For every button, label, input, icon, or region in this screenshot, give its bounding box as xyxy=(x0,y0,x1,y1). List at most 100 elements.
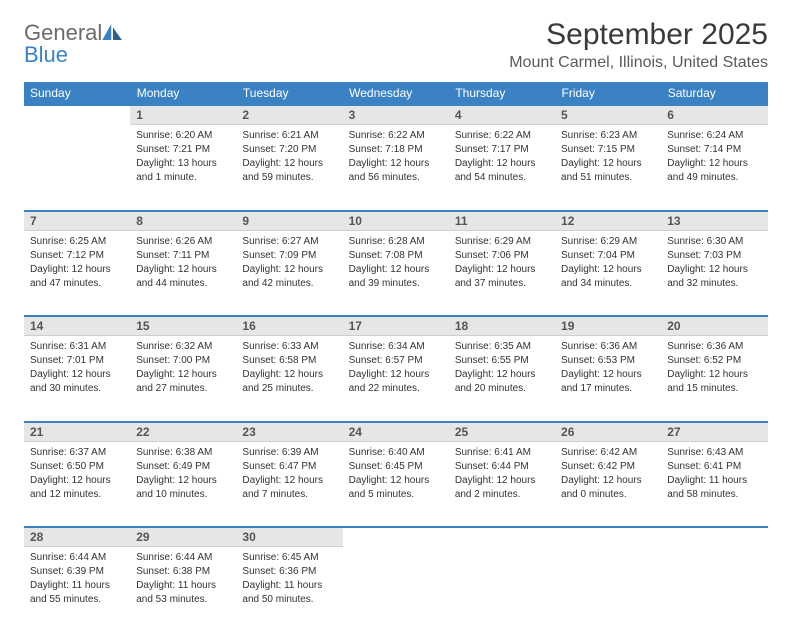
sunset-line: Sunset: 6:36 PM xyxy=(242,565,336,579)
day-number: 11 xyxy=(449,211,555,231)
sunrise-line: Sunrise: 6:32 AM xyxy=(136,340,230,354)
daylight-line: Daylight: 12 hours and 15 minutes. xyxy=(667,368,761,396)
daylight-line: Daylight: 12 hours and 22 minutes. xyxy=(349,368,443,396)
day-cell: Sunrise: 6:27 AMSunset: 7:09 PMDaylight:… xyxy=(236,230,342,316)
day-number xyxy=(343,527,449,547)
daylight-line: Daylight: 12 hours and 7 minutes. xyxy=(242,474,336,502)
day-cell: Sunrise: 6:33 AMSunset: 6:58 PMDaylight:… xyxy=(236,336,342,422)
sunrise-line: Sunrise: 6:43 AM xyxy=(667,446,761,460)
day-number-row: 21222324252627 xyxy=(24,422,768,442)
sunset-line: Sunset: 7:04 PM xyxy=(561,249,655,263)
day-cell: Sunrise: 6:22 AMSunset: 7:17 PMDaylight:… xyxy=(449,125,555,211)
title-block: September 2025 Mount Carmel, Illinois, U… xyxy=(509,18,768,72)
day-cell: Sunrise: 6:44 AMSunset: 6:39 PMDaylight:… xyxy=(24,547,130,633)
sunset-line: Sunset: 6:50 PM xyxy=(30,460,124,474)
sunrise-line: Sunrise: 6:24 AM xyxy=(667,129,761,143)
day-header: Thursday xyxy=(449,82,555,105)
day-number xyxy=(449,527,555,547)
day-cell: Sunrise: 6:42 AMSunset: 6:42 PMDaylight:… xyxy=(555,441,661,527)
day-cell: Sunrise: 6:20 AMSunset: 7:21 PMDaylight:… xyxy=(130,125,236,211)
day-cell: Sunrise: 6:40 AMSunset: 6:45 PMDaylight:… xyxy=(343,441,449,527)
sunset-line: Sunset: 7:01 PM xyxy=(30,354,124,368)
day-cell: Sunrise: 6:24 AMSunset: 7:14 PMDaylight:… xyxy=(661,125,767,211)
sunrise-line: Sunrise: 6:36 AM xyxy=(667,340,761,354)
day-number: 25 xyxy=(449,422,555,442)
day-header: Sunday xyxy=(24,82,130,105)
day-number: 20 xyxy=(661,316,767,336)
day-number: 7 xyxy=(24,211,130,231)
daylight-line: Daylight: 12 hours and 20 minutes. xyxy=(455,368,549,396)
sunrise-line: Sunrise: 6:22 AM xyxy=(349,129,443,143)
sunset-line: Sunset: 6:38 PM xyxy=(136,565,230,579)
day-cell: Sunrise: 6:31 AMSunset: 7:01 PMDaylight:… xyxy=(24,336,130,422)
day-cell: Sunrise: 6:43 AMSunset: 6:41 PMDaylight:… xyxy=(661,441,767,527)
daylight-line: Daylight: 11 hours and 50 minutes. xyxy=(242,579,336,607)
day-header: Saturday xyxy=(661,82,767,105)
sunset-line: Sunset: 7:17 PM xyxy=(455,143,549,157)
sunrise-line: Sunrise: 6:42 AM xyxy=(561,446,655,460)
daylight-line: Daylight: 12 hours and 54 minutes. xyxy=(455,157,549,185)
month-title: September 2025 xyxy=(509,18,768,52)
sunset-line: Sunset: 6:53 PM xyxy=(561,354,655,368)
sunset-line: Sunset: 7:18 PM xyxy=(349,143,443,157)
daylight-line: Daylight: 12 hours and 10 minutes. xyxy=(136,474,230,502)
day-cell: Sunrise: 6:29 AMSunset: 7:06 PMDaylight:… xyxy=(449,230,555,316)
day-number: 18 xyxy=(449,316,555,336)
day-cell: Sunrise: 6:30 AMSunset: 7:03 PMDaylight:… xyxy=(661,230,767,316)
sunrise-line: Sunrise: 6:44 AM xyxy=(136,551,230,565)
sunrise-line: Sunrise: 6:27 AM xyxy=(242,235,336,249)
day-number: 24 xyxy=(343,422,449,442)
sunrise-line: Sunrise: 6:44 AM xyxy=(30,551,124,565)
sunset-line: Sunset: 6:45 PM xyxy=(349,460,443,474)
sunrise-line: Sunrise: 6:31 AM xyxy=(30,340,124,354)
day-number-row: 78910111213 xyxy=(24,211,768,231)
header: General Blue September 2025 Mount Carmel… xyxy=(24,18,768,72)
day-cell: Sunrise: 6:41 AMSunset: 6:44 PMDaylight:… xyxy=(449,441,555,527)
day-number: 9 xyxy=(236,211,342,231)
daylight-line: Daylight: 12 hours and 42 minutes. xyxy=(242,263,336,291)
sunrise-line: Sunrise: 6:36 AM xyxy=(561,340,655,354)
sunset-line: Sunset: 7:06 PM xyxy=(455,249,549,263)
day-number: 23 xyxy=(236,422,342,442)
day-cell: Sunrise: 6:38 AMSunset: 6:49 PMDaylight:… xyxy=(130,441,236,527)
day-number: 30 xyxy=(236,527,342,547)
daylight-line: Daylight: 12 hours and 17 minutes. xyxy=(561,368,655,396)
sunset-line: Sunset: 7:15 PM xyxy=(561,143,655,157)
sunrise-line: Sunrise: 6:25 AM xyxy=(30,235,124,249)
sunrise-line: Sunrise: 6:39 AM xyxy=(242,446,336,460)
sunset-line: Sunset: 7:03 PM xyxy=(667,249,761,263)
sunset-line: Sunset: 6:42 PM xyxy=(561,460,655,474)
sunrise-line: Sunrise: 6:29 AM xyxy=(455,235,549,249)
daylight-line: Daylight: 11 hours and 53 minutes. xyxy=(136,579,230,607)
day-cell: Sunrise: 6:36 AMSunset: 6:53 PMDaylight:… xyxy=(555,336,661,422)
sunset-line: Sunset: 7:21 PM xyxy=(136,143,230,157)
sunset-line: Sunset: 6:55 PM xyxy=(455,354,549,368)
day-cell: Sunrise: 6:44 AMSunset: 6:38 PMDaylight:… xyxy=(130,547,236,633)
day-number: 13 xyxy=(661,211,767,231)
daylight-line: Daylight: 12 hours and 37 minutes. xyxy=(455,263,549,291)
daylight-line: Daylight: 12 hours and 32 minutes. xyxy=(667,263,761,291)
day-cell: Sunrise: 6:45 AMSunset: 6:36 PMDaylight:… xyxy=(236,547,342,633)
sunset-line: Sunset: 7:09 PM xyxy=(242,249,336,263)
day-header: Monday xyxy=(130,82,236,105)
day-number xyxy=(661,527,767,547)
logo-word2: Blue xyxy=(24,42,68,67)
day-number: 16 xyxy=(236,316,342,336)
day-number xyxy=(555,527,661,547)
logo-sail-icon xyxy=(102,24,124,40)
day-content-row: Sunrise: 6:20 AMSunset: 7:21 PMDaylight:… xyxy=(24,125,768,211)
day-cell: Sunrise: 6:39 AMSunset: 6:47 PMDaylight:… xyxy=(236,441,342,527)
day-number: 15 xyxy=(130,316,236,336)
day-header-row: SundayMondayTuesdayWednesdayThursdayFrid… xyxy=(24,82,768,105)
sunset-line: Sunset: 7:00 PM xyxy=(136,354,230,368)
day-cell: Sunrise: 6:29 AMSunset: 7:04 PMDaylight:… xyxy=(555,230,661,316)
day-number: 29 xyxy=(130,527,236,547)
day-header: Tuesday xyxy=(236,82,342,105)
logo-text: General Blue xyxy=(24,22,124,66)
daylight-line: Daylight: 12 hours and 56 minutes. xyxy=(349,157,443,185)
daylight-line: Daylight: 12 hours and 30 minutes. xyxy=(30,368,124,396)
day-cell: Sunrise: 6:35 AMSunset: 6:55 PMDaylight:… xyxy=(449,336,555,422)
day-cell: Sunrise: 6:34 AMSunset: 6:57 PMDaylight:… xyxy=(343,336,449,422)
day-header: Friday xyxy=(555,82,661,105)
daylight-line: Daylight: 12 hours and 44 minutes. xyxy=(136,263,230,291)
